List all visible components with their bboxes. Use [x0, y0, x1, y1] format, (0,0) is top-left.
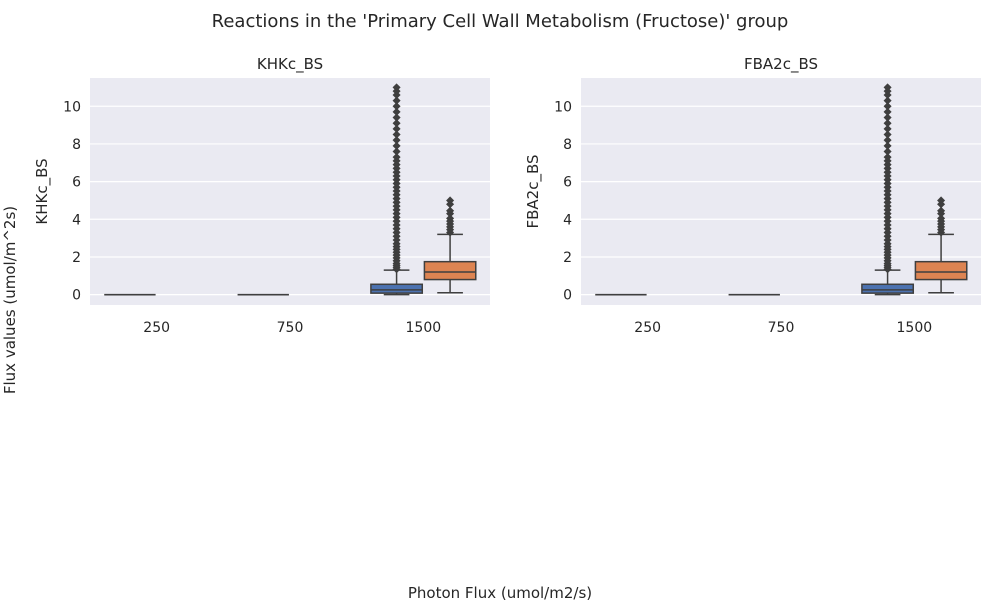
- outlier-point: [883, 124, 892, 133]
- outlier-point: [883, 136, 892, 145]
- outlier-point: [883, 130, 892, 139]
- y-tick-label: 10: [63, 99, 81, 115]
- plot-area: [581, 78, 981, 305]
- outlier-point: [392, 83, 401, 92]
- outlier-point: [883, 96, 892, 105]
- x-tick-label: 250: [634, 320, 661, 336]
- x-tick-label: 750: [277, 320, 304, 336]
- outlier-point: [883, 107, 892, 116]
- y-tick-label: 2: [72, 250, 81, 266]
- y-axis-label: KHKc_BS: [33, 158, 52, 224]
- panel-title: FBA2c_BS: [744, 55, 818, 74]
- outlier-point: [883, 153, 892, 162]
- outlier-point: [883, 113, 892, 122]
- figure-title: Reactions in the 'Primary Cell Wall Meta…: [212, 11, 789, 32]
- outlier-point: [392, 102, 401, 111]
- chart-panel-2: 0 2 4 6 8 10 250 750 1500 FBA2c_BS FBA2c_BS: [524, 55, 981, 336]
- outlier-point: [446, 214, 455, 223]
- y-tick-label: 8: [72, 137, 81, 153]
- outlier-point: [392, 147, 401, 156]
- y-tick-label: 2: [563, 250, 572, 266]
- y-tick-label: 0: [563, 288, 572, 304]
- y-tick-label: 0: [72, 288, 81, 304]
- y-tick-label: 4: [563, 212, 572, 228]
- outlier-point: [883, 141, 892, 150]
- outlier-point: [937, 196, 946, 205]
- outlier-point: [392, 136, 401, 145]
- outlier-point: [883, 147, 892, 156]
- outlier-point: [392, 119, 401, 128]
- x-tick-label: 750: [768, 320, 795, 336]
- chart-panel-1: 0 2 4 6 8 10 250 750 1500 KHKc_BS KHKc_BS: [33, 55, 490, 336]
- outlier-point: [937, 206, 946, 215]
- box: [914, 260, 968, 281]
- outlier-point: [392, 130, 401, 139]
- outlier-point: [392, 153, 401, 162]
- y-tick-label: 4: [72, 212, 81, 228]
- outlier-point: [883, 119, 892, 128]
- box: [861, 283, 915, 294]
- outlier-point: [446, 206, 455, 215]
- plot-area: [90, 78, 490, 305]
- x-tick-label: 250: [143, 320, 170, 336]
- outlier-point: [392, 107, 401, 116]
- x-tick-label: 1500: [406, 320, 442, 336]
- figure-y-label: Flux values (umol/m^2s): [1, 206, 19, 394]
- figure-x-label: Photon Flux (umol/m2/s): [408, 584, 592, 600]
- outlier-point: [937, 214, 946, 223]
- y-tick-label: 8: [563, 137, 572, 153]
- box: [370, 283, 424, 294]
- y-tick-label: 10: [554, 99, 572, 115]
- chart-panels: 0 2 4 6 8 10 250 750 1500 KHKc_BS KHKc_BS 0 2 4 6 8 10 25…: [33, 55, 981, 336]
- outlier-point: [446, 196, 455, 205]
- outlier-point: [883, 83, 892, 92]
- outlier-point: [883, 102, 892, 111]
- outlier-point: [392, 124, 401, 133]
- outlier-point: [392, 96, 401, 105]
- x-tick-label: 1500: [897, 320, 933, 336]
- box: [423, 260, 477, 281]
- y-tick-label: 6: [563, 175, 572, 191]
- outlier-point: [392, 113, 401, 122]
- y-tick-label: 6: [72, 175, 81, 191]
- y-axis-label: FBA2c_BS: [524, 154, 543, 228]
- outlier-point: [392, 141, 401, 150]
- panel-title: KHKc_BS: [257, 55, 323, 74]
